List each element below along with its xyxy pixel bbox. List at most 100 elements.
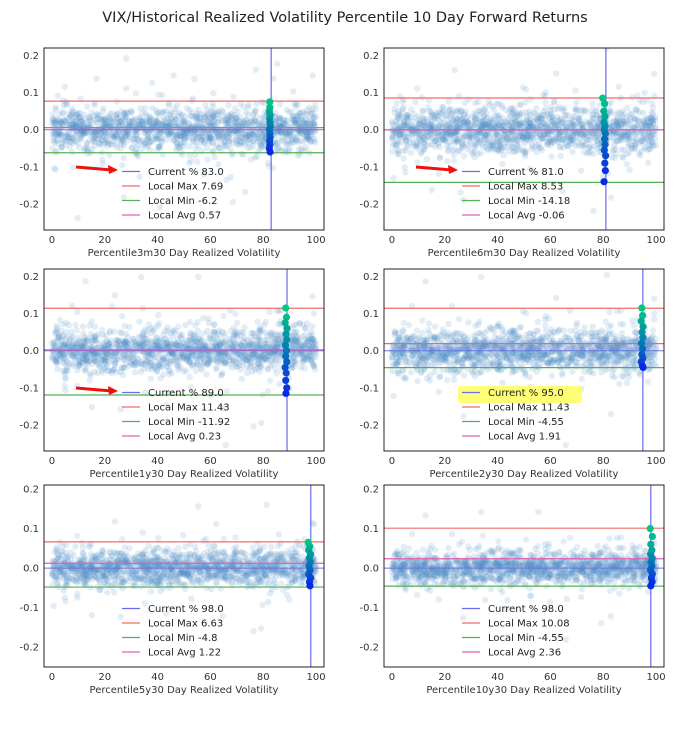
scatter-point bbox=[511, 123, 519, 131]
scatter-point bbox=[490, 123, 498, 130]
scatter-point bbox=[502, 106, 510, 114]
scatter-point bbox=[512, 133, 520, 140]
scatter-point bbox=[187, 329, 194, 337]
scatter-point bbox=[123, 128, 131, 136]
scatter-point bbox=[66, 120, 74, 127]
scatter-point bbox=[242, 134, 249, 141]
scatter-point bbox=[183, 129, 190, 137]
scatter-point bbox=[301, 120, 308, 127]
scatter-point bbox=[298, 115, 305, 122]
scatter-point bbox=[304, 353, 312, 360]
scatter-point bbox=[204, 130, 212, 137]
scatter-point bbox=[452, 139, 459, 146]
scatter-point bbox=[283, 117, 291, 125]
scatter-point bbox=[59, 333, 67, 340]
scatter-point bbox=[559, 131, 566, 139]
scatter-point bbox=[582, 118, 590, 125]
scatter-point bbox=[97, 359, 105, 366]
scatter-point bbox=[257, 141, 264, 148]
scatter-point bbox=[134, 136, 141, 143]
scatter-point bbox=[539, 135, 546, 143]
scatter-point bbox=[231, 105, 239, 112]
scatter-point bbox=[61, 117, 68, 125]
annotation-arrow bbox=[415, 165, 453, 172]
scatter-point bbox=[461, 122, 468, 129]
scatter-point bbox=[210, 113, 217, 120]
scatter-point bbox=[649, 100, 656, 107]
scatter-point bbox=[648, 131, 656, 138]
scatter-point bbox=[514, 123, 521, 131]
scatter-point bbox=[572, 123, 579, 130]
scatter-point bbox=[115, 128, 122, 136]
scatter-point bbox=[614, 137, 621, 145]
scatter-point bbox=[400, 118, 408, 125]
scatter-point bbox=[516, 101, 523, 109]
scatter-point bbox=[569, 137, 576, 144]
scatter-point bbox=[145, 117, 153, 125]
local-points bbox=[599, 94, 610, 186]
scatter-point bbox=[56, 110, 63, 118]
scatter-point bbox=[255, 121, 262, 129]
scatter-point bbox=[294, 113, 302, 120]
scatter-point bbox=[650, 327, 657, 334]
scatter-point bbox=[533, 149, 540, 156]
scatter-point bbox=[289, 358, 297, 365]
scatter-point bbox=[208, 344, 216, 351]
scatter-point bbox=[239, 134, 246, 142]
scatter-point bbox=[292, 336, 299, 343]
scatter-point bbox=[134, 356, 142, 363]
scatter-point bbox=[69, 108, 76, 115]
scatter-point bbox=[125, 118, 133, 125]
scatter-point bbox=[512, 119, 519, 126]
scatter-point bbox=[171, 329, 178, 336]
scatter-point bbox=[261, 134, 268, 141]
scatter-point bbox=[152, 117, 160, 124]
scatter-point bbox=[310, 115, 317, 122]
scatter-point bbox=[207, 392, 214, 399]
scatter-point bbox=[645, 138, 652, 145]
scatter-point bbox=[149, 104, 156, 112]
scatter-point bbox=[129, 116, 136, 123]
scatter-point bbox=[167, 340, 175, 347]
scatter-point bbox=[171, 105, 178, 113]
scatter-point bbox=[414, 159, 421, 166]
scatter-point bbox=[75, 113, 82, 120]
scatter-point bbox=[443, 129, 451, 136]
scatter-point bbox=[540, 131, 548, 139]
scatter-point bbox=[589, 119, 596, 126]
x-axis-label: Percentile3m30 Day Realized Volatility bbox=[88, 248, 281, 259]
scatter-point bbox=[460, 110, 468, 118]
scatter-point bbox=[220, 133, 227, 140]
scatter-point bbox=[543, 111, 550, 119]
scatter-point bbox=[553, 70, 560, 77]
scatter-point bbox=[136, 114, 144, 121]
scatter-point bbox=[222, 134, 230, 141]
local-points bbox=[281, 304, 291, 398]
scatter-point bbox=[475, 124, 482, 131]
scatter-point bbox=[77, 95, 84, 102]
scatter-point bbox=[50, 137, 57, 144]
scatter-point bbox=[633, 122, 640, 129]
scatter-point bbox=[164, 328, 172, 335]
scatter-point bbox=[246, 130, 253, 137]
scatter-point bbox=[519, 120, 526, 128]
scatter-point bbox=[190, 343, 197, 351]
scatter-point bbox=[243, 129, 250, 136]
scatter-point bbox=[482, 131, 489, 139]
scatter-point bbox=[91, 356, 98, 363]
scatter-point bbox=[618, 120, 626, 128]
scatter-point bbox=[575, 142, 583, 149]
scatter-point bbox=[132, 90, 140, 97]
scatter-point bbox=[121, 139, 128, 146]
scatter-point bbox=[208, 107, 215, 115]
scatter-point bbox=[207, 335, 215, 342]
scatter-point bbox=[160, 371, 167, 378]
scatter-point bbox=[575, 115, 582, 123]
scatter-point bbox=[310, 361, 318, 369]
scatter-point bbox=[460, 111, 467, 118]
scatter-point bbox=[210, 113, 217, 121]
scatter-point bbox=[450, 116, 457, 124]
scatter-point bbox=[515, 110, 523, 117]
scatter-point bbox=[196, 355, 203, 362]
